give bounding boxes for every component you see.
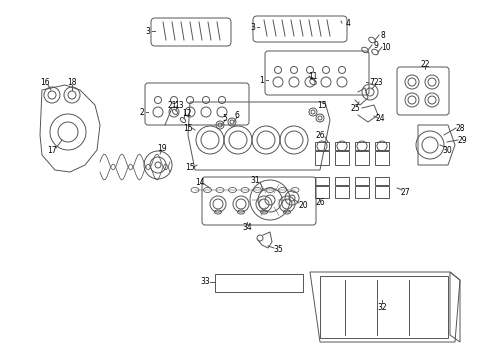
- Bar: [355, 142, 369, 150]
- Text: 18: 18: [67, 77, 77, 86]
- Text: 21: 21: [167, 100, 177, 109]
- Text: 5: 5: [222, 113, 227, 122]
- Text: 9: 9: [373, 41, 378, 50]
- Text: 4: 4: [345, 18, 350, 27]
- Bar: [375, 186, 389, 198]
- Text: 34: 34: [242, 222, 252, 231]
- Text: 23: 23: [373, 77, 383, 86]
- Text: 20: 20: [298, 201, 308, 210]
- Text: 15: 15: [317, 100, 327, 109]
- Bar: [335, 177, 349, 185]
- Text: 11: 11: [308, 72, 318, 81]
- Text: 3: 3: [250, 23, 255, 32]
- Text: 26: 26: [315, 131, 325, 140]
- Text: 6: 6: [235, 111, 240, 120]
- Text: 1: 1: [260, 76, 265, 85]
- Text: 31: 31: [250, 176, 260, 185]
- Text: 15: 15: [183, 123, 193, 132]
- Bar: [315, 177, 329, 185]
- Text: 15: 15: [185, 162, 195, 171]
- Bar: [315, 142, 329, 150]
- Text: 13: 13: [174, 100, 184, 109]
- Bar: [315, 186, 329, 198]
- Bar: [375, 177, 389, 185]
- Text: 29: 29: [457, 135, 467, 144]
- Bar: [375, 142, 389, 150]
- Text: 8: 8: [381, 31, 385, 40]
- Text: 12: 12: [182, 108, 192, 117]
- Text: 28: 28: [455, 123, 465, 132]
- Text: 22: 22: [420, 59, 430, 68]
- Text: 2: 2: [140, 108, 145, 117]
- Text: 26: 26: [315, 198, 325, 207]
- Text: 27: 27: [400, 188, 410, 197]
- Bar: [335, 186, 349, 198]
- Text: 24: 24: [375, 113, 385, 122]
- Bar: [355, 177, 369, 185]
- Bar: [215, 274, 303, 292]
- Text: 25: 25: [350, 104, 360, 112]
- Bar: [335, 151, 349, 165]
- Text: 3: 3: [146, 27, 150, 36]
- Bar: [320, 276, 448, 338]
- Text: 14: 14: [195, 177, 205, 186]
- Text: 32: 32: [377, 303, 387, 312]
- Text: 17: 17: [47, 145, 57, 154]
- Bar: [355, 186, 369, 198]
- Bar: [375, 151, 389, 165]
- Bar: [315, 151, 329, 165]
- Text: 30: 30: [442, 145, 452, 154]
- Bar: [335, 142, 349, 150]
- Text: 10: 10: [381, 42, 391, 51]
- Text: 7: 7: [369, 77, 374, 86]
- Text: 35: 35: [273, 246, 283, 255]
- Text: 16: 16: [40, 77, 50, 86]
- Text: 33: 33: [200, 278, 210, 287]
- Bar: [355, 151, 369, 165]
- Text: 19: 19: [157, 144, 167, 153]
